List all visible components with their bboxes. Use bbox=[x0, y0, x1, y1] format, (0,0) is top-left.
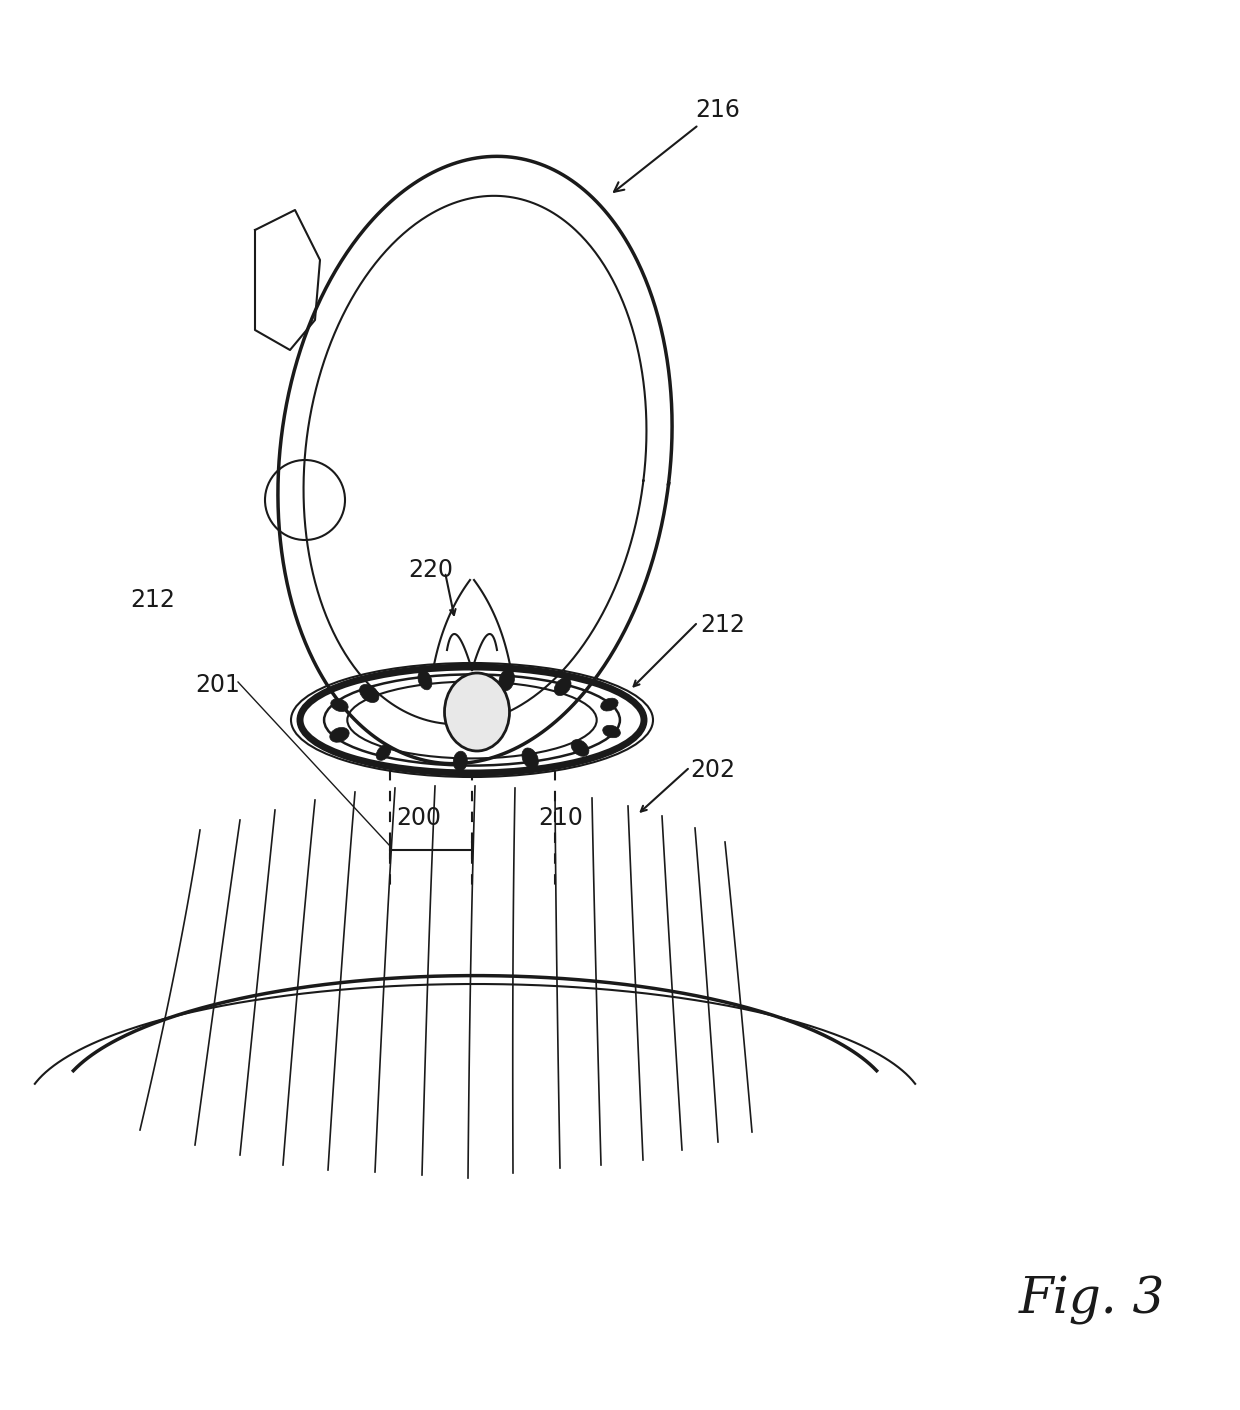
Text: 212: 212 bbox=[130, 588, 175, 612]
Ellipse shape bbox=[603, 725, 620, 737]
Text: Fig. 3: Fig. 3 bbox=[1018, 1276, 1166, 1325]
Ellipse shape bbox=[330, 728, 350, 742]
Ellipse shape bbox=[554, 678, 572, 695]
Text: 220: 220 bbox=[408, 558, 453, 582]
Ellipse shape bbox=[360, 684, 379, 702]
Ellipse shape bbox=[376, 744, 391, 760]
Ellipse shape bbox=[454, 752, 467, 771]
Ellipse shape bbox=[600, 698, 618, 711]
Ellipse shape bbox=[331, 699, 348, 712]
Ellipse shape bbox=[418, 671, 432, 689]
Text: 202: 202 bbox=[689, 759, 735, 783]
Ellipse shape bbox=[444, 673, 510, 752]
Text: 216: 216 bbox=[614, 99, 740, 192]
Ellipse shape bbox=[572, 740, 589, 756]
Text: 201: 201 bbox=[195, 673, 239, 697]
Ellipse shape bbox=[522, 747, 538, 768]
Text: 200: 200 bbox=[396, 807, 441, 830]
Text: 210: 210 bbox=[538, 807, 583, 830]
Ellipse shape bbox=[498, 670, 515, 691]
Text: 212: 212 bbox=[701, 613, 745, 637]
